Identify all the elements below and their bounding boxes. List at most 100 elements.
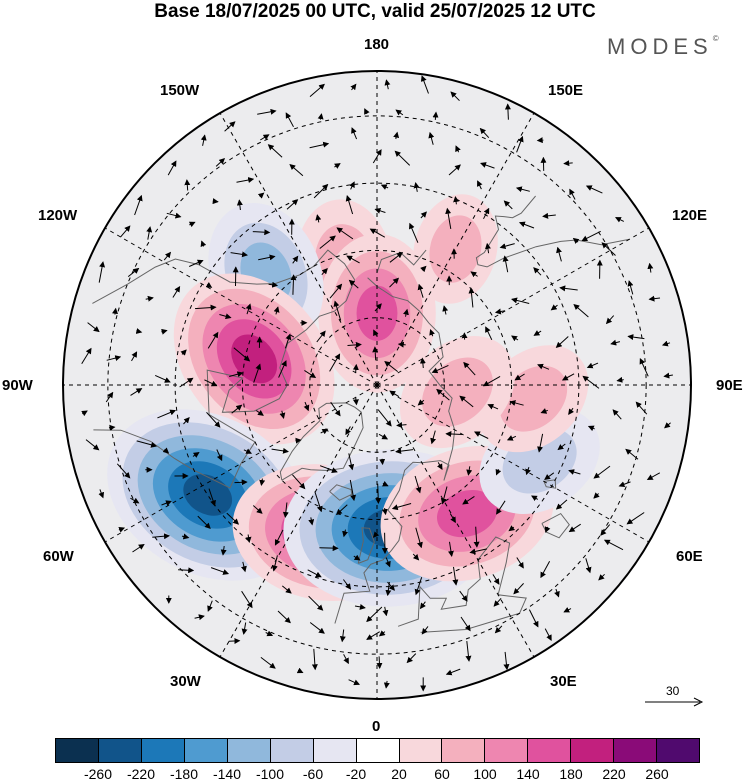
wind-vector — [515, 186, 530, 193]
wind-vector — [252, 505, 263, 514]
lon-label-150w: 150W — [160, 82, 200, 99]
colorbar-tick-label: 20 — [391, 766, 407, 782]
colorbar-tick-label: 220 — [602, 766, 626, 782]
wind-vector — [563, 160, 573, 167]
wind-vector — [192, 452, 200, 458]
wind-vector — [436, 388, 450, 401]
wind-vector — [648, 295, 661, 302]
wind-vector — [542, 212, 556, 219]
wind-vector — [348, 679, 361, 686]
wind-vector — [334, 163, 341, 169]
wind-vector — [166, 212, 182, 219]
lon-label-60w: 60W — [43, 548, 74, 565]
wind-vector — [474, 431, 489, 439]
wind-vector — [286, 199, 299, 210]
wind-vector — [243, 448, 252, 454]
wind-vector — [216, 449, 223, 462]
wind-vector — [108, 424, 116, 431]
wind-vector — [420, 211, 427, 219]
wind-vector — [373, 329, 379, 337]
wind-vector — [531, 495, 539, 502]
wind-vector — [493, 597, 502, 607]
wind-vector — [440, 486, 448, 505]
wind-vector — [473, 526, 480, 548]
wind-vector — [537, 363, 550, 370]
wind-vector — [347, 341, 362, 348]
wind-vector — [342, 529, 348, 538]
colorbar-tick-label: -180 — [169, 766, 199, 782]
wind-vector — [245, 303, 252, 315]
colorbar — [55, 738, 700, 763]
wind-vector — [533, 267, 542, 276]
wind-vector — [353, 554, 361, 561]
coastline — [92, 249, 356, 304]
wind-vector — [163, 251, 172, 261]
wind-vector — [414, 475, 422, 494]
wind-vector — [127, 267, 140, 277]
wind-vector — [616, 376, 624, 383]
wind-vector — [466, 466, 473, 476]
wind-vector — [226, 512, 240, 525]
wind-vector — [172, 285, 181, 298]
wind-vector — [585, 558, 592, 574]
wind-vector — [396, 422, 407, 429]
wind-vector — [600, 524, 611, 536]
wind-vector — [229, 371, 244, 378]
wind-vector — [372, 149, 382, 164]
wind-vector — [506, 435, 517, 441]
wind-vector — [354, 603, 366, 610]
wind-vectors — [81, 75, 673, 692]
wind-vector — [593, 465, 611, 479]
wind-vector — [550, 304, 558, 311]
wind-vector — [366, 606, 383, 623]
modes-logo: MODES© — [607, 34, 719, 60]
wind-vector — [220, 546, 227, 556]
wind-vector — [292, 474, 306, 490]
wind-vector — [260, 134, 270, 141]
wind-vector — [385, 581, 392, 597]
wind-vector — [403, 308, 409, 317]
wind-vector — [308, 595, 324, 611]
colorbar-cell — [356, 739, 400, 762]
wind-vector — [389, 252, 403, 263]
coastline — [397, 536, 527, 633]
colorbar-cell — [571, 739, 615, 762]
wind-vector — [258, 254, 276, 261]
polar-map — [62, 70, 692, 700]
wind-vector — [112, 307, 119, 315]
wind-vector — [381, 508, 388, 516]
wind-vector — [345, 195, 354, 215]
wind-vector — [627, 280, 634, 295]
anomaly-contour — [183, 474, 233, 516]
lon-label-90e: 90E — [716, 377, 743, 394]
wind-vector — [635, 401, 648, 415]
wind-vector — [319, 545, 339, 552]
colorbar-cell — [313, 739, 357, 762]
wind-vector — [603, 539, 624, 551]
wind-vector — [366, 631, 380, 640]
wind-vector — [586, 362, 599, 369]
wind-vector — [503, 200, 513, 210]
wind-vector — [487, 403, 499, 410]
wind-vector — [314, 491, 323, 513]
wind-vector — [380, 184, 389, 190]
lon-label-90w: 90W — [2, 377, 33, 394]
wind-vector — [459, 395, 474, 408]
wind-vector — [419, 601, 426, 610]
wind-vector — [282, 502, 289, 518]
latitude-circle — [241, 249, 513, 521]
wind-vector — [289, 163, 304, 177]
wind-vector — [445, 431, 463, 438]
wind-vector — [132, 543, 145, 553]
wind-vector — [382, 606, 389, 617]
wind-vector — [508, 525, 516, 532]
wind-vector — [260, 657, 276, 669]
anomaly-contour — [356, 285, 398, 341]
wind-vector — [98, 261, 106, 283]
wind-vector — [345, 426, 351, 436]
wind-vector — [383, 680, 390, 689]
wind-vector — [412, 553, 420, 561]
wind-vector — [336, 227, 354, 240]
wind-vector — [252, 229, 271, 236]
wind-vector — [179, 377, 194, 388]
